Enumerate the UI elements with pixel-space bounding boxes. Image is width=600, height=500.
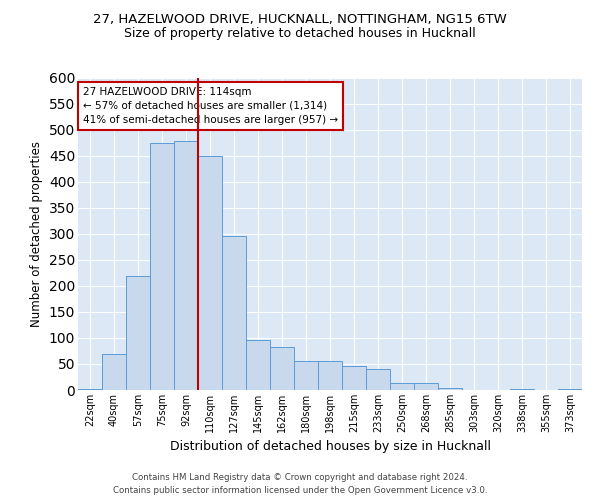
- Bar: [174, 141, 198, 390]
- Bar: [558, 389, 582, 390]
- Bar: [198, 156, 222, 390]
- X-axis label: Distribution of detached houses by size in Hucknall: Distribution of detached houses by size …: [170, 440, 491, 454]
- Bar: [222, 236, 246, 390]
- Bar: [390, 383, 414, 390]
- Bar: [150, 142, 174, 390]
- Bar: [126, 276, 150, 390]
- Bar: [510, 389, 534, 390]
- Y-axis label: Number of detached properties: Number of detached properties: [30, 141, 43, 327]
- Bar: [102, 354, 126, 390]
- Bar: [270, 348, 294, 390]
- Bar: [366, 369, 390, 390]
- Bar: [342, 366, 366, 390]
- Bar: [318, 362, 342, 390]
- Text: 27 HAZELWOOD DRIVE: 114sqm
← 57% of detached houses are smaller (1,314)
41% of s: 27 HAZELWOOD DRIVE: 114sqm ← 57% of deta…: [83, 87, 338, 125]
- Bar: [294, 362, 318, 390]
- Bar: [246, 340, 270, 390]
- Bar: [414, 383, 438, 390]
- Text: Contains HM Land Registry data © Crown copyright and database right 2024.
Contai: Contains HM Land Registry data © Crown c…: [113, 474, 487, 495]
- Text: 27, HAZELWOOD DRIVE, HUCKNALL, NOTTINGHAM, NG15 6TW: 27, HAZELWOOD DRIVE, HUCKNALL, NOTTINGHA…: [93, 12, 507, 26]
- Bar: [78, 389, 102, 390]
- Text: Size of property relative to detached houses in Hucknall: Size of property relative to detached ho…: [124, 28, 476, 40]
- Bar: [438, 388, 462, 390]
